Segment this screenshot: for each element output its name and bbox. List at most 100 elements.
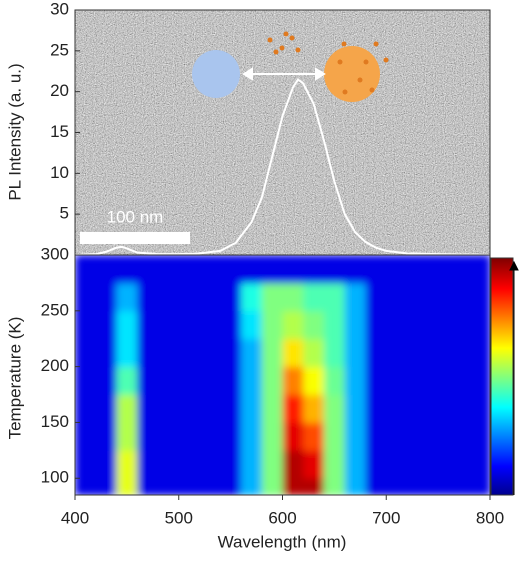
heat-cell <box>199 310 221 340</box>
heat-cell <box>386 450 408 479</box>
heat-cell <box>344 422 366 451</box>
tem-image <box>75 10 490 255</box>
heat-cell <box>95 255 117 284</box>
heat-cell <box>220 394 242 423</box>
heat-cell <box>137 450 159 479</box>
heat-cell <box>344 282 366 312</box>
heat-cell <box>75 310 97 340</box>
heat-cell <box>261 478 283 495</box>
heat-cell <box>469 282 490 312</box>
heat-cell <box>95 450 117 479</box>
heat-cell <box>386 366 408 396</box>
x-tick-label: 500 <box>165 508 193 527</box>
scale-bar <box>80 232 190 244</box>
heat-cell <box>344 478 366 495</box>
heat-cell <box>448 422 470 451</box>
heat-cell <box>448 366 470 396</box>
pl-line <box>74 77 491 256</box>
heat-cell <box>427 478 449 495</box>
heat-cell <box>220 255 242 284</box>
heat-cell <box>178 478 200 495</box>
heat-cell <box>303 282 325 312</box>
heat-cell <box>469 422 490 451</box>
heat-cell <box>261 310 283 340</box>
heat-cell <box>448 338 470 368</box>
y-tick-label: 100 <box>41 468 69 487</box>
heat-cell <box>282 338 304 368</box>
y-tick-label: 25 <box>50 40 69 59</box>
heat-cell <box>137 478 159 495</box>
heat-cell <box>95 282 117 312</box>
heat-cell <box>241 422 263 451</box>
heat-cell <box>469 450 490 479</box>
heat-cell <box>365 478 387 495</box>
heat-cell <box>469 310 490 340</box>
dots <box>267 31 389 95</box>
bottom-frame <box>74 254 491 496</box>
heat-cell <box>75 366 97 396</box>
heat-cell <box>95 366 117 396</box>
heat-cell <box>178 422 200 451</box>
heat-cell <box>344 338 366 368</box>
heat-cell <box>344 255 366 284</box>
x-label: Wavelength (nm) <box>218 532 347 551</box>
heat-cell <box>407 282 429 312</box>
heat-cell <box>386 310 408 340</box>
heat-cell <box>344 394 366 423</box>
heat-cell <box>199 478 221 495</box>
heat-cell <box>448 394 470 423</box>
heat-cell <box>137 394 159 423</box>
heat-cell <box>324 255 346 284</box>
heat-cell <box>386 478 408 495</box>
heat-cell <box>220 282 242 312</box>
y-tick-label: 250 <box>41 300 69 319</box>
heat-cell <box>116 282 138 312</box>
heat-cell <box>261 422 283 451</box>
heat-cell <box>324 450 346 479</box>
bottom-plot: 100 150 200 250 300 400 500 600 700 800 <box>41 244 505 527</box>
heat-cell <box>75 478 97 495</box>
heat-cell <box>261 450 283 479</box>
particle-icon <box>192 50 240 98</box>
heat-cell <box>386 338 408 368</box>
heat-cell <box>261 366 283 396</box>
y-tick-label: 10 <box>50 163 69 182</box>
top-plot: 5 10 15 20 25 30 <box>50 0 491 256</box>
heat-cell <box>75 422 97 451</box>
heat-cells <box>75 255 490 495</box>
heat-cell <box>95 394 117 423</box>
heat-cell <box>427 310 449 340</box>
y-tick-label: 5 <box>60 204 69 223</box>
heat-cell <box>95 338 117 368</box>
heat-cell <box>303 255 325 284</box>
heat-cell <box>158 422 180 451</box>
heat-cell <box>95 310 117 340</box>
heat-cell <box>303 338 325 368</box>
heat-cell <box>199 366 221 396</box>
heat-cell <box>427 366 449 396</box>
heat-cell <box>75 394 97 423</box>
heat-cell <box>137 422 159 451</box>
heat-cell <box>448 255 470 284</box>
x-tick-label: 700 <box>372 508 400 527</box>
heat-cell <box>241 310 263 340</box>
heat-cell <box>407 338 429 368</box>
heat-cell <box>469 338 490 368</box>
heat-cell <box>386 394 408 423</box>
heat-cell <box>324 422 346 451</box>
heat-cell <box>282 422 304 451</box>
heat-cell <box>241 394 263 423</box>
heat-cell <box>427 282 449 312</box>
heat-cell <box>427 338 449 368</box>
colorbar-arrow <box>509 260 519 495</box>
heat-cell <box>365 338 387 368</box>
heat-cell <box>427 450 449 479</box>
heat-cell <box>365 310 387 340</box>
heat-cell <box>344 310 366 340</box>
heat-cell <box>282 478 304 495</box>
heat-cell <box>116 422 138 451</box>
heat-cell <box>75 282 97 312</box>
heat-cell <box>365 366 387 396</box>
